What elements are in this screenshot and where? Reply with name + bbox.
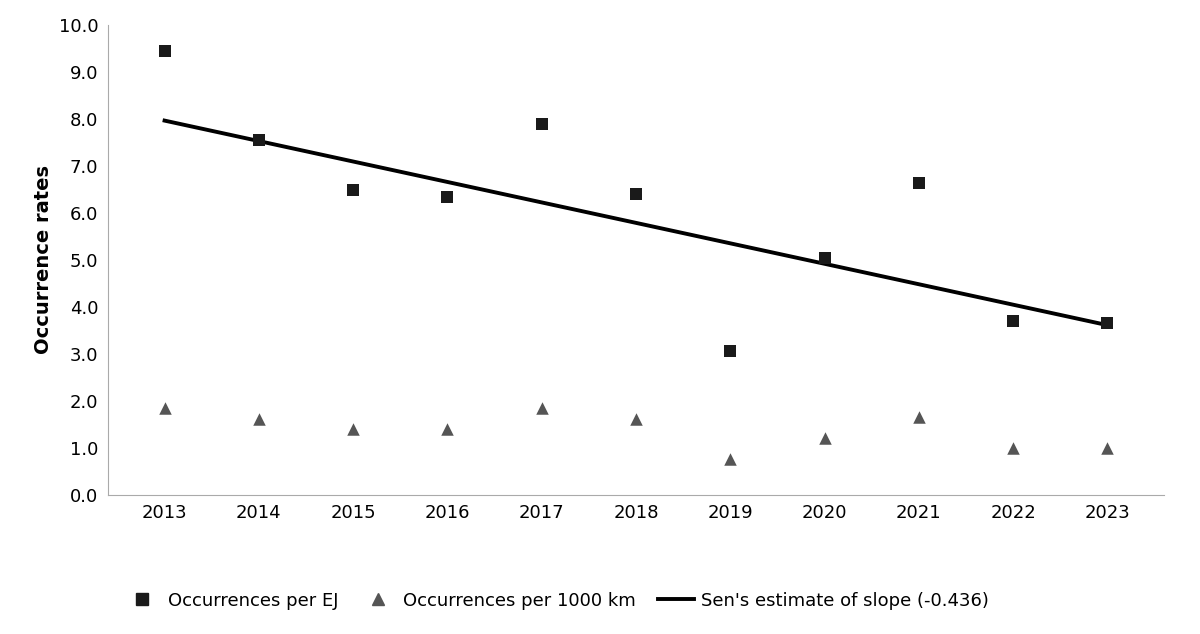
Point bbox=[532, 403, 551, 413]
Point bbox=[815, 433, 834, 443]
Point bbox=[721, 346, 740, 356]
Point bbox=[1003, 443, 1022, 453]
Point bbox=[626, 415, 646, 425]
Point bbox=[910, 412, 929, 422]
Point bbox=[1098, 318, 1117, 328]
Y-axis label: Occurrence rates: Occurrence rates bbox=[34, 165, 53, 354]
Point bbox=[815, 252, 834, 262]
Point bbox=[155, 46, 174, 56]
Point bbox=[532, 119, 551, 129]
Point bbox=[155, 403, 174, 413]
Point bbox=[250, 135, 269, 145]
Point bbox=[721, 454, 740, 464]
Point bbox=[438, 191, 457, 202]
Point bbox=[626, 189, 646, 199]
Point bbox=[1098, 443, 1117, 453]
Point bbox=[910, 178, 929, 188]
Point bbox=[250, 415, 269, 425]
Point bbox=[438, 424, 457, 434]
Point bbox=[1003, 316, 1022, 326]
Point bbox=[343, 424, 362, 434]
Legend: Occurrences per EJ, Occurrences per 1000 km, Sen's estimate of slope (-0.436): Occurrences per EJ, Occurrences per 1000… bbox=[118, 585, 996, 617]
Point bbox=[343, 184, 362, 195]
